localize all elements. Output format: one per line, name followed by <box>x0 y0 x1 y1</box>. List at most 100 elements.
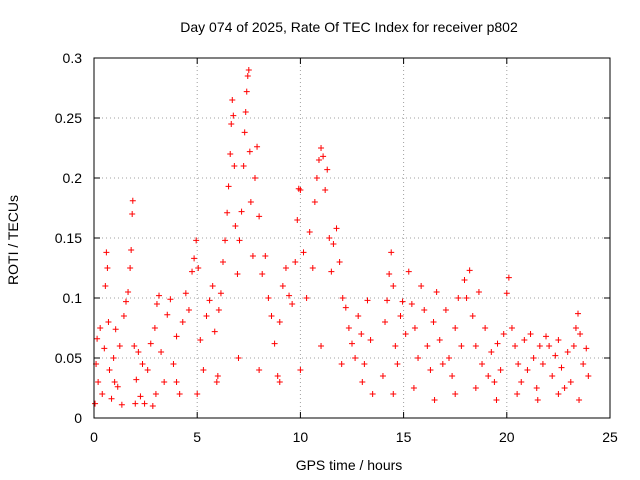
data-point <box>101 345 108 352</box>
data-point <box>394 361 401 367</box>
data-point <box>577 331 584 337</box>
data-point <box>262 253 269 259</box>
data-point <box>543 333 550 340</box>
data-point <box>256 213 263 220</box>
grid <box>94 58 610 418</box>
data-point <box>289 301 296 307</box>
data-point <box>500 331 507 337</box>
data-point <box>431 397 438 403</box>
data-points <box>92 67 592 409</box>
data-point <box>241 129 248 136</box>
data-point <box>576 397 583 403</box>
data-point <box>112 326 119 333</box>
y-tick-labels: 0 0.05 0.1 0.15 0.2 0.25 0.3 <box>55 50 82 426</box>
data-point <box>206 297 213 304</box>
data-point <box>449 373 456 379</box>
data-point <box>227 151 234 157</box>
data-point <box>333 225 340 232</box>
data-point <box>203 313 210 319</box>
data-point <box>225 183 232 190</box>
data-point <box>246 148 253 155</box>
data-point <box>369 391 376 397</box>
data-point <box>518 379 525 385</box>
data-point <box>135 349 142 355</box>
data-point <box>458 343 465 349</box>
data-point <box>508 325 515 331</box>
data-point <box>309 265 316 271</box>
data-point <box>472 385 479 391</box>
data-point <box>399 298 406 305</box>
data-point <box>236 237 243 244</box>
data-point <box>570 343 577 349</box>
x-tick-label: 15 <box>396 429 412 445</box>
data-point <box>452 391 459 397</box>
data-point <box>105 319 112 325</box>
y-tick-label: 0.05 <box>55 350 82 366</box>
data-point <box>144 367 151 373</box>
data-point <box>418 283 425 289</box>
data-point <box>153 301 160 307</box>
y-axis-label: ROTI / TECUs <box>5 195 21 285</box>
data-point <box>338 361 345 367</box>
data-point <box>336 259 343 265</box>
data-point <box>185 307 192 313</box>
data-point <box>479 361 486 367</box>
data-point <box>392 343 399 349</box>
data-point <box>271 340 278 347</box>
data-point <box>194 391 201 397</box>
data-point <box>469 313 476 319</box>
data-point <box>217 290 224 297</box>
data-point <box>330 241 337 247</box>
data-point <box>173 333 180 340</box>
data-point <box>211 328 218 335</box>
data-point <box>555 337 562 343</box>
data-point <box>230 112 237 119</box>
data-point <box>167 296 174 303</box>
data-point <box>244 73 251 79</box>
data-point <box>213 379 220 385</box>
data-point <box>282 265 289 271</box>
data-point <box>147 340 154 347</box>
data-point <box>110 355 117 361</box>
data-point <box>318 145 325 151</box>
data-point <box>108 395 115 402</box>
x-tick-label: 0 <box>90 429 98 445</box>
data-point <box>114 383 121 390</box>
data-point <box>512 343 519 349</box>
data-point <box>583 345 590 352</box>
data-point <box>552 352 559 359</box>
data-point <box>132 400 139 407</box>
data-point <box>259 271 266 277</box>
data-point <box>472 343 479 349</box>
data-point <box>118 401 125 408</box>
data-point <box>256 367 263 373</box>
data-point <box>149 403 156 409</box>
data-point <box>111 379 118 385</box>
data-point <box>214 373 221 379</box>
data-point <box>446 355 453 361</box>
x-tick-label: 5 <box>193 429 201 445</box>
data-point <box>161 379 168 385</box>
data-point <box>379 373 386 379</box>
data-point <box>320 153 327 160</box>
data-point <box>292 259 299 265</box>
data-point <box>388 249 395 256</box>
data-point <box>564 349 571 355</box>
data-point <box>530 355 537 361</box>
data-point <box>173 379 180 385</box>
data-point <box>567 379 574 385</box>
data-point <box>220 259 226 265</box>
data-point <box>249 253 256 259</box>
data-point <box>424 343 431 349</box>
data-point <box>232 223 239 229</box>
data-point <box>215 307 222 313</box>
data-point <box>294 217 301 223</box>
data-point <box>527 331 534 337</box>
data-point <box>572 325 579 331</box>
data-point <box>313 175 320 181</box>
data-point <box>491 379 498 385</box>
data-point <box>328 268 335 275</box>
data-point <box>324 166 331 173</box>
data-point <box>585 373 592 379</box>
data-point <box>97 325 104 331</box>
